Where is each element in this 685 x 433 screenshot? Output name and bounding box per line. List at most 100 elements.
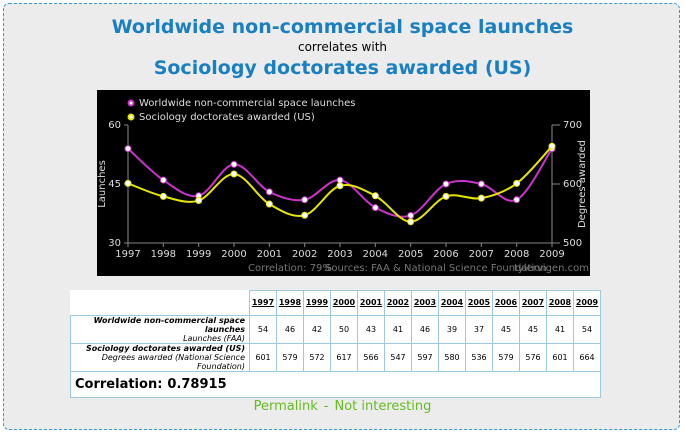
- annotation: Correlation: 79%: [248, 263, 332, 274]
- y-tick-label: 45: [108, 179, 121, 190]
- year-header: 1999: [303, 290, 331, 316]
- permalink[interactable]: Permalink: [253, 399, 318, 414]
- legend-marker: [127, 113, 135, 121]
- point: [124, 145, 132, 153]
- table-value: 46: [411, 314, 439, 344]
- row-label: Worldwide non-commercial space launches L…: [70, 314, 250, 344]
- table-value: 41: [384, 314, 412, 344]
- legend-label: Worldwide non-commercial space launches: [139, 98, 356, 109]
- annotation: Sources: FAA & National Science Foundati…: [325, 263, 547, 274]
- point: [407, 218, 415, 226]
- year-header: 2008: [546, 290, 574, 316]
- point: [230, 170, 238, 178]
- year-header: 2005: [465, 290, 493, 316]
- y2-tick-label: 600: [563, 179, 582, 190]
- corner: [71, 291, 250, 316]
- table-value: 566: [357, 342, 385, 372]
- point: [124, 179, 132, 187]
- table-value: 536: [465, 342, 493, 372]
- correlation: Correlation: 0.78915: [70, 370, 601, 398]
- x-tick-label: 2008: [504, 249, 529, 260]
- x-tick-label: 2002: [292, 249, 317, 260]
- table-value: 597: [411, 342, 439, 372]
- point: [195, 197, 203, 205]
- x-tick-label: 1998: [151, 249, 176, 260]
- row-label: Sociology doctorates awarded (US) Degrees…: [70, 342, 250, 372]
- data-table: 1997 1998 1999 2000 2001 2002 2003 2004 2005 2006…: [70, 290, 601, 398]
- table-value: 601: [546, 342, 574, 372]
- y2-axis-label: Degrees awarded: [577, 140, 588, 228]
- table-value: 579: [492, 342, 520, 372]
- connector: correlates with: [297, 40, 387, 54]
- table-value: 617: [330, 342, 358, 372]
- point: [336, 182, 344, 190]
- y-axis-label: Launches: [97, 160, 108, 208]
- table-row: Sociology doctorates awarded (US) Degrees…: [70, 342, 601, 372]
- row-name: Sociology doctorates awarded (US): [86, 343, 245, 353]
- table-value: 42: [303, 314, 331, 344]
- y2-tick-label: 700: [563, 120, 582, 131]
- point: [336, 176, 344, 184]
- table-value: 576: [519, 342, 547, 372]
- point: [265, 200, 273, 208]
- x-tick-label: 2005: [398, 249, 423, 260]
- table-value: 41: [546, 314, 574, 344]
- x-tick-label: 2003: [327, 249, 352, 260]
- table-value: 43: [357, 314, 385, 344]
- annotation: tylervigen.com: [514, 263, 589, 274]
- table-value: 572: [303, 342, 331, 372]
- point: [513, 196, 521, 204]
- point: [548, 142, 556, 150]
- table-value: 50: [330, 314, 358, 344]
- point: [301, 211, 309, 219]
- legend-label: Sociology doctorates awarded (US): [139, 112, 315, 123]
- y-tick-label: 30: [108, 238, 121, 249]
- point: [442, 180, 450, 188]
- point: [477, 194, 485, 202]
- x-tick-label: 2006: [433, 249, 458, 260]
- y2-tick-label: 500: [563, 238, 582, 249]
- table-value: 37: [465, 314, 493, 344]
- table-value: 547: [384, 342, 412, 372]
- x-tick-label: 1999: [186, 249, 211, 260]
- table-value: 579: [276, 342, 304, 372]
- correlation-label: Correlation:: [75, 376, 163, 392]
- year-header: 2007: [519, 290, 547, 316]
- correlation-value: 0.78915: [167, 376, 227, 392]
- year-header: 1998: [276, 290, 304, 316]
- title: Worldwide non-commercial space launches: [111, 16, 574, 38]
- table-value: 601: [249, 342, 277, 372]
- table-value: 45: [519, 314, 547, 344]
- x-tick-label: 2000: [221, 249, 246, 260]
- legend-marker: [127, 99, 135, 107]
- table-value: 39: [438, 314, 466, 344]
- y-tick-label: 60: [108, 120, 121, 131]
- table-row: Worldwide non-commercial space launches L…: [70, 314, 601, 344]
- point: [265, 188, 273, 196]
- point: [159, 176, 167, 184]
- table-value: 46: [276, 314, 304, 344]
- point: [230, 160, 238, 168]
- table-value: 664: [573, 342, 601, 372]
- point: [371, 192, 379, 200]
- x-tick-label: 1997: [115, 249, 140, 260]
- table-value: 45: [492, 314, 520, 344]
- point: [159, 192, 167, 200]
- x-tick-label: 2001: [257, 249, 282, 260]
- not-interesting[interactable]: Not interesting: [334, 399, 432, 414]
- table-row: 1997 1998 1999 2000 2001 2002 2003 2004 2005 2006…: [71, 290, 601, 316]
- year-header: 2002: [384, 290, 412, 316]
- point: [407, 211, 415, 219]
- x-tick-label: 2004: [363, 249, 388, 260]
- point: [513, 179, 521, 187]
- table-row: Correlation: 0.78915: [70, 370, 601, 398]
- point: [442, 192, 450, 200]
- year-header: 2000: [330, 290, 358, 316]
- year-header: 2004: [438, 290, 466, 316]
- chart-bg: [97, 90, 590, 276]
- row-sublabel: Launches (FAA): [183, 333, 245, 343]
- year-header: 2001: [357, 290, 385, 316]
- x-tick-label: 2009: [539, 249, 564, 260]
